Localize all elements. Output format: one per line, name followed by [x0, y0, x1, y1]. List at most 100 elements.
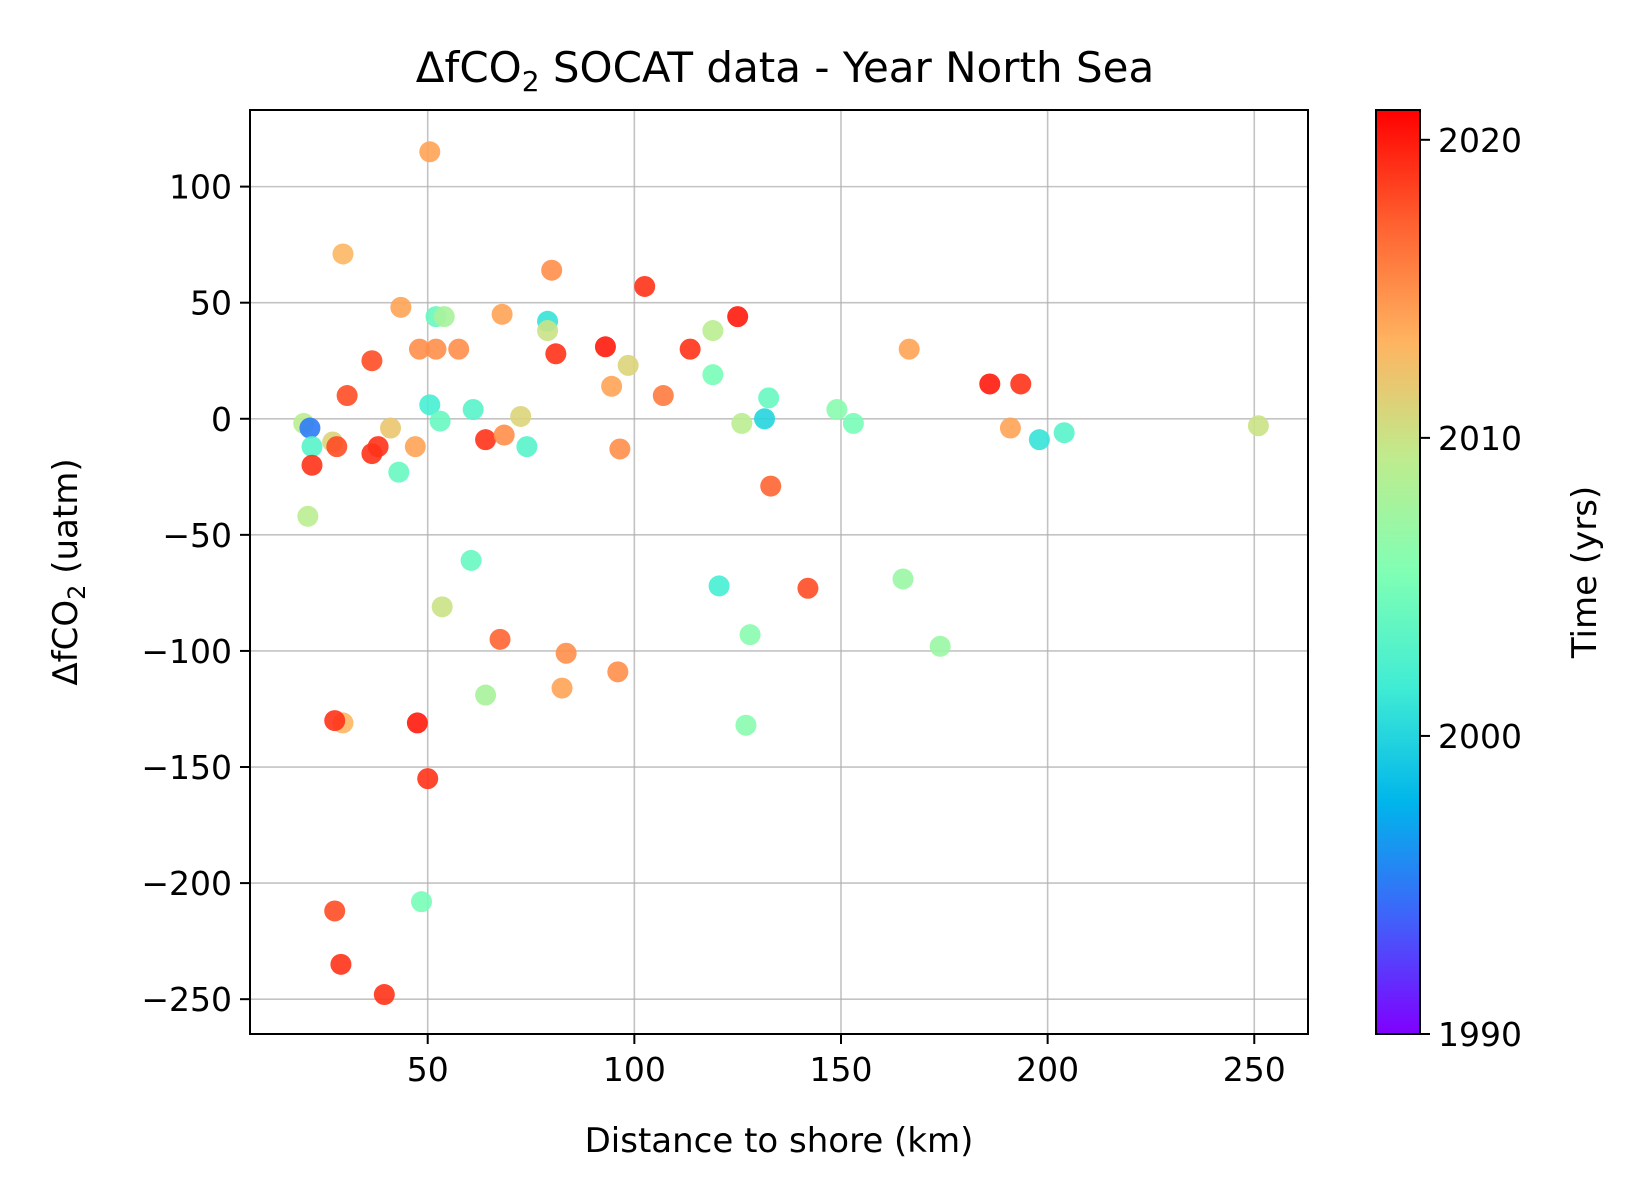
chart-title: ΔfCO2 SOCAT data - Year North Sea — [416, 43, 1154, 98]
x-tick-label: 50 — [407, 1050, 449, 1089]
y-tick-label: −150 — [141, 748, 232, 787]
data-point — [406, 712, 428, 734]
data-point — [607, 661, 629, 683]
data-point — [330, 953, 352, 975]
data-point — [388, 461, 410, 483]
data-point — [301, 454, 323, 476]
colorbar-tick-label: 2000 — [1438, 717, 1522, 756]
data-point — [493, 424, 515, 446]
data-point — [842, 412, 864, 434]
data-point — [739, 624, 761, 646]
data-point — [1010, 373, 1032, 395]
data-point — [702, 364, 724, 386]
colorbar — [1375, 109, 1421, 1035]
y-tick-label: 50 — [190, 284, 232, 323]
colorbar-tick-label: 1990 — [1438, 1015, 1522, 1054]
y-axis-label: ΔfCO2 (uatm) — [46, 458, 91, 685]
data-point — [999, 417, 1021, 439]
grid-lines — [250, 110, 1308, 1034]
data-point — [545, 343, 567, 365]
data-point — [425, 338, 447, 360]
x-tick-label: 150 — [809, 1050, 872, 1089]
data-point — [727, 306, 749, 328]
x-tick-label: 200 — [1016, 1050, 1079, 1089]
data-point — [324, 710, 346, 732]
data-point — [1028, 429, 1050, 451]
data-point — [417, 768, 439, 790]
data-point — [979, 373, 1001, 395]
y-tick-label: −50 — [162, 516, 232, 555]
data-point — [390, 296, 412, 318]
data-point — [332, 243, 354, 265]
data-point — [462, 398, 484, 420]
data-point — [489, 628, 511, 650]
colorbar-tick-label: 2010 — [1438, 419, 1522, 458]
data-point — [702, 320, 724, 342]
data-point — [541, 259, 563, 281]
y-tick-label: 100 — [169, 168, 232, 207]
data-point — [892, 568, 914, 590]
data-point — [731, 412, 753, 434]
colorbar-label: Time (yrs) — [1565, 486, 1605, 659]
y-tick-label: −250 — [141, 980, 232, 1019]
colorbar-axis: 2020 2010 2000 1990 — [1420, 121, 1522, 1054]
data-point — [475, 429, 497, 451]
data-point — [431, 596, 453, 618]
data-point — [555, 642, 577, 664]
data-point — [929, 635, 951, 657]
data-point — [826, 398, 848, 420]
data-point — [419, 141, 441, 163]
data-point — [367, 436, 389, 458]
data-point — [898, 338, 920, 360]
data-point — [758, 387, 780, 409]
data-point — [516, 436, 538, 458]
data-point — [601, 375, 623, 397]
y-tick-label: −200 — [141, 864, 232, 903]
data-point — [491, 303, 513, 325]
data-point — [609, 438, 631, 460]
x-tick-label: 100 — [603, 1050, 666, 1089]
data-point — [301, 436, 323, 458]
data-point — [411, 891, 433, 913]
data-point — [448, 338, 470, 360]
data-point — [537, 320, 559, 342]
data-point — [404, 436, 426, 458]
data-point — [336, 385, 358, 407]
data-point — [475, 684, 497, 706]
data-point — [617, 354, 639, 376]
data-point — [297, 505, 319, 527]
x-axis: 50 100 150 200 250 — [407, 1034, 1286, 1089]
data-point — [299, 417, 321, 439]
data-point — [754, 408, 776, 430]
data-point — [634, 275, 656, 297]
data-points — [293, 141, 1269, 1006]
data-point — [361, 350, 383, 372]
data-point — [324, 900, 346, 922]
data-point — [652, 385, 674, 407]
data-point — [708, 575, 730, 597]
plot-frame — [249, 109, 1309, 1035]
data-point — [679, 338, 701, 360]
data-point — [510, 405, 532, 427]
colorbar-tick-label: 2020 — [1438, 121, 1522, 160]
data-point — [460, 549, 482, 571]
data-point — [373, 984, 395, 1006]
data-point — [433, 306, 455, 328]
x-tick-label: 250 — [1223, 1050, 1286, 1089]
data-point — [1053, 422, 1075, 444]
data-point — [408, 338, 430, 360]
data-point — [380, 417, 402, 439]
data-point — [594, 336, 616, 358]
data-point — [419, 394, 441, 416]
data-point — [735, 714, 757, 736]
x-axis-label: Distance to shore (km) — [585, 1121, 974, 1161]
data-point — [551, 677, 573, 699]
data-point — [429, 410, 451, 432]
data-point — [797, 577, 819, 599]
y-tick-label: 0 — [211, 400, 232, 439]
data-point — [326, 436, 348, 458]
y-tick-label: −100 — [141, 632, 232, 671]
y-axis: 100 50 0 −50 −100 −150 −200 −250 — [141, 168, 250, 1019]
data-point — [760, 475, 782, 497]
